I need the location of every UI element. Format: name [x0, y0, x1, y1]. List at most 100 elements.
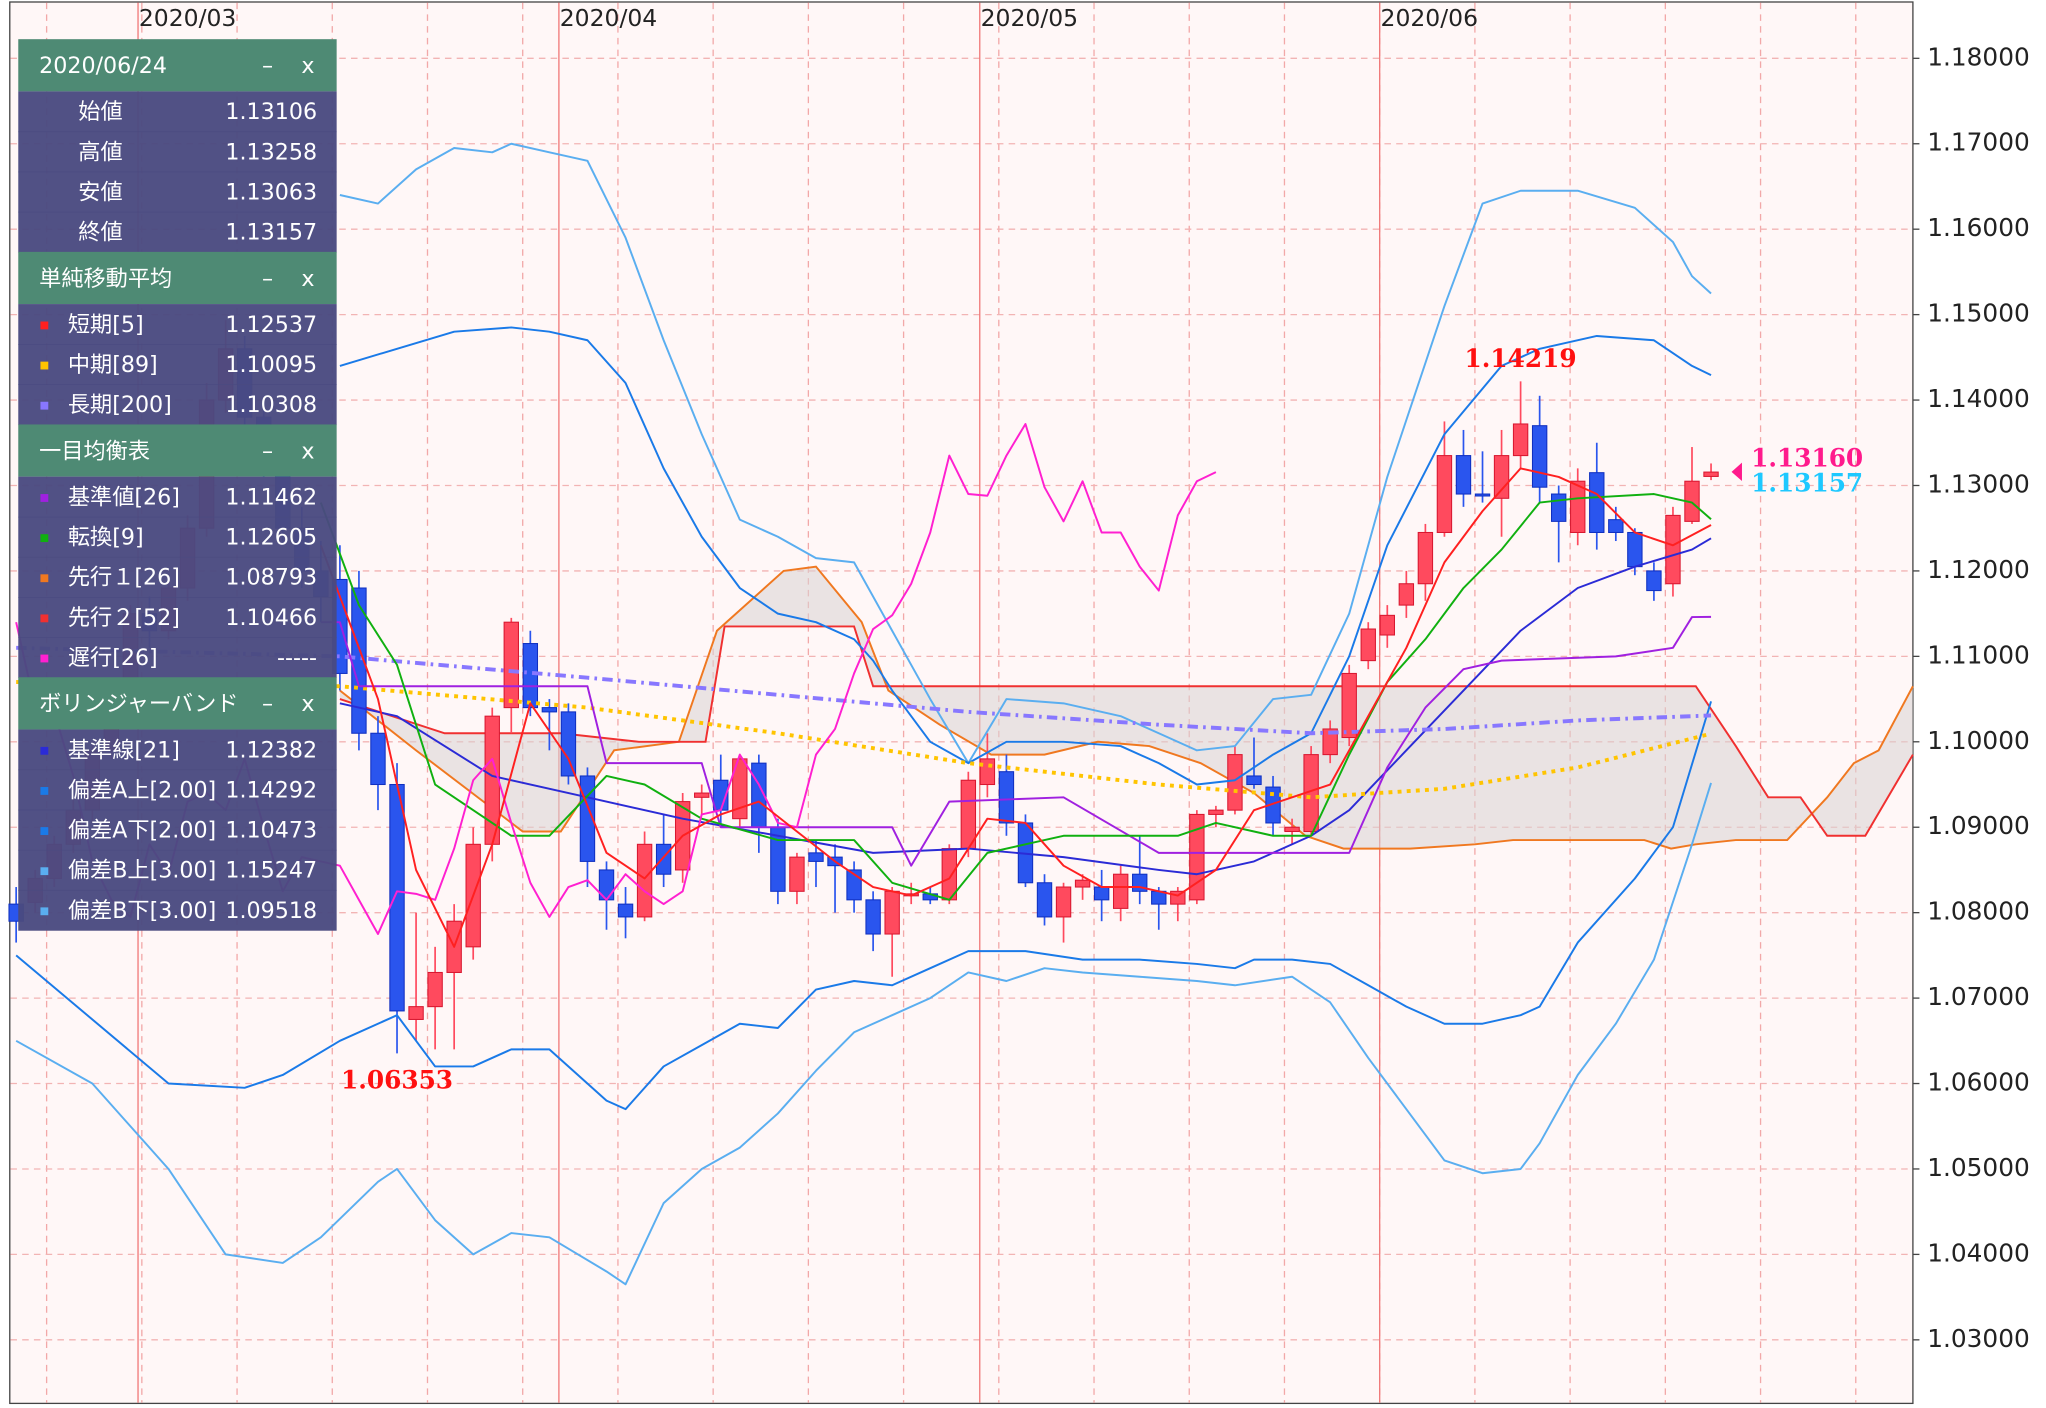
candle-body [503, 621, 519, 709]
candle-body [1665, 514, 1681, 585]
candle-body [522, 643, 539, 709]
y-tick-label: 1.16000 [1927, 213, 2029, 242]
indicator-line [15, 701, 1712, 1111]
row-label: 先行１[26] [68, 565, 180, 591]
candle-body [1550, 493, 1567, 522]
candle-body [1703, 471, 1719, 477]
panel-row [18, 211, 337, 253]
y-tick-label: 1.10000 [1927, 726, 2029, 755]
candle-body [1570, 480, 1586, 534]
panel-header-title: 2020/06/24 [39, 53, 167, 79]
panel-header [18, 424, 337, 477]
row-value: 1.10466 [225, 605, 317, 631]
cloud-line [339, 625, 1914, 837]
legend-swatch [40, 574, 49, 583]
candle-body [655, 843, 672, 875]
indicator-line [319, 493, 1712, 901]
legend-swatch [40, 534, 49, 543]
candle-body [979, 758, 996, 786]
legend-swatch [40, 614, 49, 623]
panel-minimize[interactable]: – [262, 438, 273, 464]
panel-close[interactable]: x [301, 266, 314, 292]
panel-row [18, 171, 337, 213]
row-label: 基準値[26] [68, 484, 180, 510]
y-tick-label: 1.05000 [1927, 1153, 2029, 1182]
y-tick-label: 1.03000 [1927, 1324, 2029, 1353]
legend-swatch [40, 401, 49, 410]
candle-body [1208, 809, 1224, 815]
indicator-line [339, 142, 1712, 765]
candle-body [1341, 672, 1357, 739]
x-tick-label: 2020/04 [560, 4, 658, 32]
y-tick-label: 1.13000 [1927, 469, 2029, 498]
extreme-label: 1.06353 [341, 1066, 453, 1095]
row-label: 短期[5] [68, 312, 144, 338]
row-value: 1.15247 [225, 858, 317, 884]
panel-row [18, 809, 337, 851]
legend-swatch [40, 654, 49, 663]
panel-row [18, 131, 337, 173]
y-tick-label: 1.18000 [1927, 42, 2029, 71]
candle-body [1436, 455, 1453, 534]
x-tick-label: 2020/06 [1381, 4, 1479, 32]
candle-body [1455, 455, 1472, 495]
candle-body [389, 783, 405, 1012]
row-label: 偏差B上[3.00] [68, 858, 216, 884]
indicator-line [320, 615, 1712, 867]
legend-swatch [40, 827, 49, 835]
price-marker-label: 1.13157 [1751, 469, 1863, 498]
panel-row [18, 849, 337, 891]
row-value: 1.09518 [225, 898, 317, 924]
x-tick-label: 2020/03 [139, 4, 237, 32]
candle-body [1265, 786, 1281, 824]
indicator-line [16, 645, 1712, 736]
panel-close[interactable]: x [301, 53, 314, 79]
panel-close[interactable]: x [301, 691, 314, 717]
panel-close[interactable]: x [301, 438, 314, 464]
candle-body [1417, 531, 1434, 585]
row-label: 長期[200] [68, 392, 172, 418]
panel-row [18, 344, 337, 385]
panel-row [18, 91, 337, 133]
cloud-fill [339, 566, 1913, 849]
candle-body [1379, 614, 1395, 636]
y-tick-label: 1.15000 [1927, 299, 2029, 328]
y-tick-label: 1.07000 [1927, 982, 2029, 1011]
indicator-line [16, 680, 1712, 800]
panel-row [18, 384, 337, 426]
panel-row [18, 516, 337, 558]
candle-body [960, 779, 977, 850]
row-value: 1.12537 [225, 312, 317, 338]
candle-body [1227, 754, 1243, 811]
indicator-line [15, 782, 1712, 1286]
row-label: 転換[9] [68, 525, 144, 551]
candle-body [427, 971, 443, 1008]
panel-header-title: ボリンジャーバンド [39, 691, 238, 717]
candle-body [1246, 775, 1262, 786]
candle-body [1627, 531, 1643, 568]
indicator-line [339, 326, 1712, 786]
row-value: 1.12382 [225, 737, 317, 763]
row-label: 高値 [78, 139, 122, 165]
row-value: 1.12605 [225, 525, 317, 551]
legend-swatch [40, 907, 49, 916]
candle-body [998, 771, 1015, 824]
panel-minimize[interactable]: – [262, 691, 273, 717]
row-label: 偏差A上[2.00] [68, 777, 216, 803]
row-value: 1.11462 [225, 484, 317, 510]
panel-row [18, 769, 337, 811]
candle-body [865, 899, 881, 935]
row-label: 中期[89] [68, 352, 158, 378]
candle-body [732, 758, 748, 820]
row-value: ----- [277, 645, 317, 671]
panel-minimize[interactable]: – [262, 53, 273, 79]
candle-body [1608, 519, 1624, 534]
legend-swatch [40, 787, 49, 795]
extreme-label: 1.14219 [1465, 344, 1577, 373]
candle-body [1074, 879, 1091, 888]
indicator-line [339, 537, 1712, 876]
panel-minimize[interactable]: – [262, 266, 273, 292]
candle-body [1589, 472, 1605, 534]
